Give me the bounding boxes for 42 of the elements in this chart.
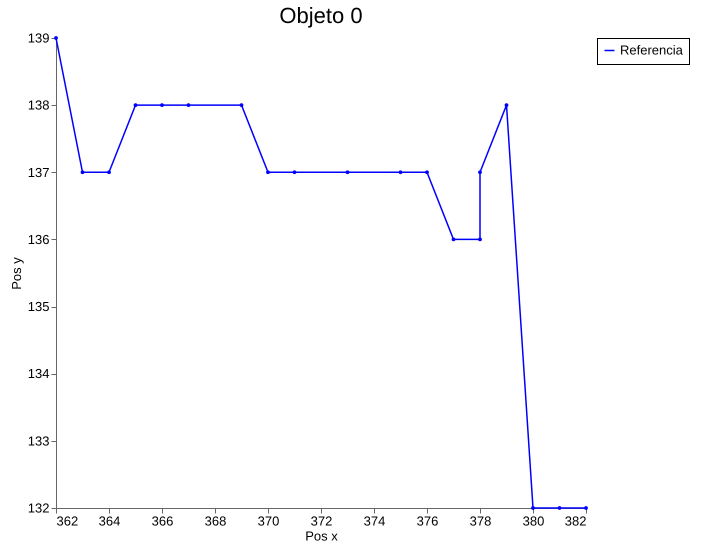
x-tick-label: 374	[364, 514, 386, 528]
point	[107, 170, 111, 174]
y-tick-label: 139	[28, 30, 50, 46]
y-axis-title: Pos y	[8, 256, 24, 290]
point	[134, 103, 138, 108]
x-tick-label: 362	[56, 514, 78, 528]
point	[584, 506, 588, 510]
x-tick-label: 370	[258, 514, 280, 528]
x-tick-label: 380	[522, 514, 544, 528]
point	[54, 36, 58, 40]
point	[160, 103, 164, 108]
point	[186, 103, 190, 108]
y-tick-label: 135	[28, 299, 50, 314]
point	[558, 506, 562, 510]
point	[240, 103, 244, 108]
point	[504, 103, 508, 108]
point	[452, 238, 456, 242]
x-tick-label: 382	[564, 514, 586, 528]
y-tick-label: 134	[28, 366, 50, 382]
point	[266, 170, 270, 174]
y-tick-label: 138	[28, 98, 50, 113]
point	[398, 170, 402, 174]
x-tick-label: 372	[310, 514, 332, 528]
point	[80, 170, 84, 174]
x-tick-label: 368	[204, 514, 226, 528]
x-tick-label: 366	[152, 514, 174, 528]
point	[478, 238, 482, 242]
point	[346, 170, 350, 174]
y-tick-label: 137	[28, 164, 50, 180]
chart-title: Objeto 0	[279, 3, 363, 28]
y-tick-label: 133	[28, 433, 50, 448]
x-axis-title: Pos x	[305, 528, 338, 544]
point	[531, 506, 535, 510]
x-tick-label: 364	[98, 514, 120, 528]
point	[478, 170, 482, 174]
y-tick-label: 132	[28, 500, 50, 516]
point	[425, 170, 429, 174]
x-tick-label: 378	[470, 514, 492, 528]
y-tick-label: 136	[28, 232, 50, 247]
legend-label: Referencia	[620, 42, 684, 58]
x-tick-label: 376	[416, 514, 438, 528]
point	[292, 170, 296, 174]
